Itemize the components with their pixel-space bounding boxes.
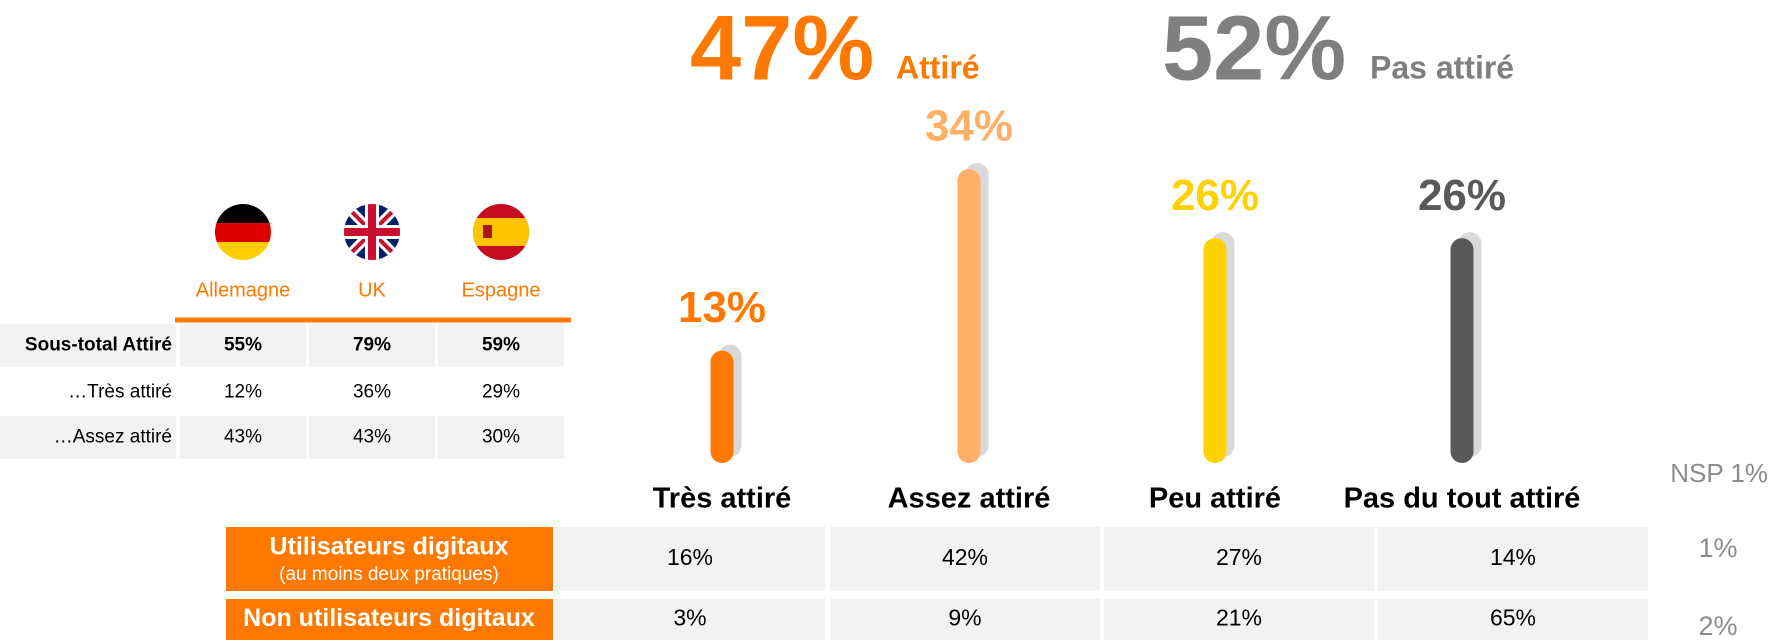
segment-cell (555, 599, 825, 640)
flag-germany (215, 204, 271, 260)
row-bg (438, 416, 564, 459)
row-label: …Très attiré (68, 382, 172, 403)
segment-cell (1104, 527, 1374, 591)
country-value: 29% (482, 382, 520, 403)
bar-value-label: 34% (925, 102, 1013, 151)
segment-value: 27% (1216, 544, 1262, 570)
segment-nsp: 2% (1698, 611, 1737, 641)
group-name: Pas attiré (1370, 49, 1514, 85)
bar-value-label: 26% (1418, 171, 1506, 220)
segment-value: 42% (942, 544, 988, 570)
country-value: 43% (224, 427, 262, 448)
segment-cell (1378, 527, 1648, 591)
country-name: Espagne (462, 279, 541, 301)
country-value: 43% (353, 427, 391, 448)
segment-label: Non utilisateurs digitaux (243, 604, 535, 632)
segment-value: 14% (1490, 544, 1536, 570)
country-value: 30% (482, 427, 520, 448)
country-value: 79% (353, 335, 391, 356)
segment-cell (830, 599, 1100, 640)
row-bg (0, 416, 176, 459)
bar (710, 350, 734, 463)
country-value: 12% (224, 382, 262, 403)
row-bg (180, 324, 306, 367)
group-name: Attiré (896, 49, 980, 85)
segment-cell (555, 527, 825, 591)
segment-value: 9% (948, 605, 981, 631)
segment-nsp: 1% (1698, 533, 1737, 563)
country-value: 55% (224, 335, 262, 356)
bar (1450, 238, 1474, 463)
country-name: Allemagne (196, 279, 291, 301)
nsp-label: NSP 1% (1670, 458, 1768, 488)
row-label: Sous-total Attiré (25, 335, 172, 356)
row-bg (180, 416, 306, 459)
group-value: 47% (690, 0, 874, 99)
row-bg (0, 324, 176, 367)
row-label: …Assez attiré (54, 427, 172, 448)
bar (1203, 238, 1227, 463)
segment-value: 65% (1490, 605, 1536, 631)
category-label: Peu attiré (1149, 483, 1281, 515)
segment-label: Utilisateurs digitaux (270, 533, 509, 561)
group-value: 52% (1162, 0, 1346, 99)
segment-value: 16% (667, 544, 713, 570)
segment-value: 3% (673, 605, 706, 631)
segment-sublabel: (au moins deux pratiques) (279, 564, 499, 585)
country-name: UK (358, 279, 386, 301)
country-value: 36% (353, 382, 391, 403)
category-label: Pas du tout attiré (1344, 483, 1581, 515)
segment-cell (1378, 599, 1648, 640)
row-bg (309, 416, 435, 459)
row-bg (438, 324, 564, 367)
row-bg (309, 324, 435, 367)
segment-cell (830, 527, 1100, 591)
segment-label-box (226, 599, 553, 640)
flag-spain (473, 204, 529, 260)
country-value: 59% (482, 335, 520, 356)
flag-uk (344, 204, 400, 260)
segment-label-box (226, 527, 553, 591)
bar-value-label: 26% (1171, 171, 1259, 220)
segment-cell (1104, 599, 1374, 640)
category-label: Très attiré (653, 483, 792, 515)
segment-value: 21% (1216, 605, 1262, 631)
bar (957, 169, 981, 463)
category-label: Assez attiré (888, 483, 1051, 515)
bar-value-label: 13% (678, 283, 766, 332)
